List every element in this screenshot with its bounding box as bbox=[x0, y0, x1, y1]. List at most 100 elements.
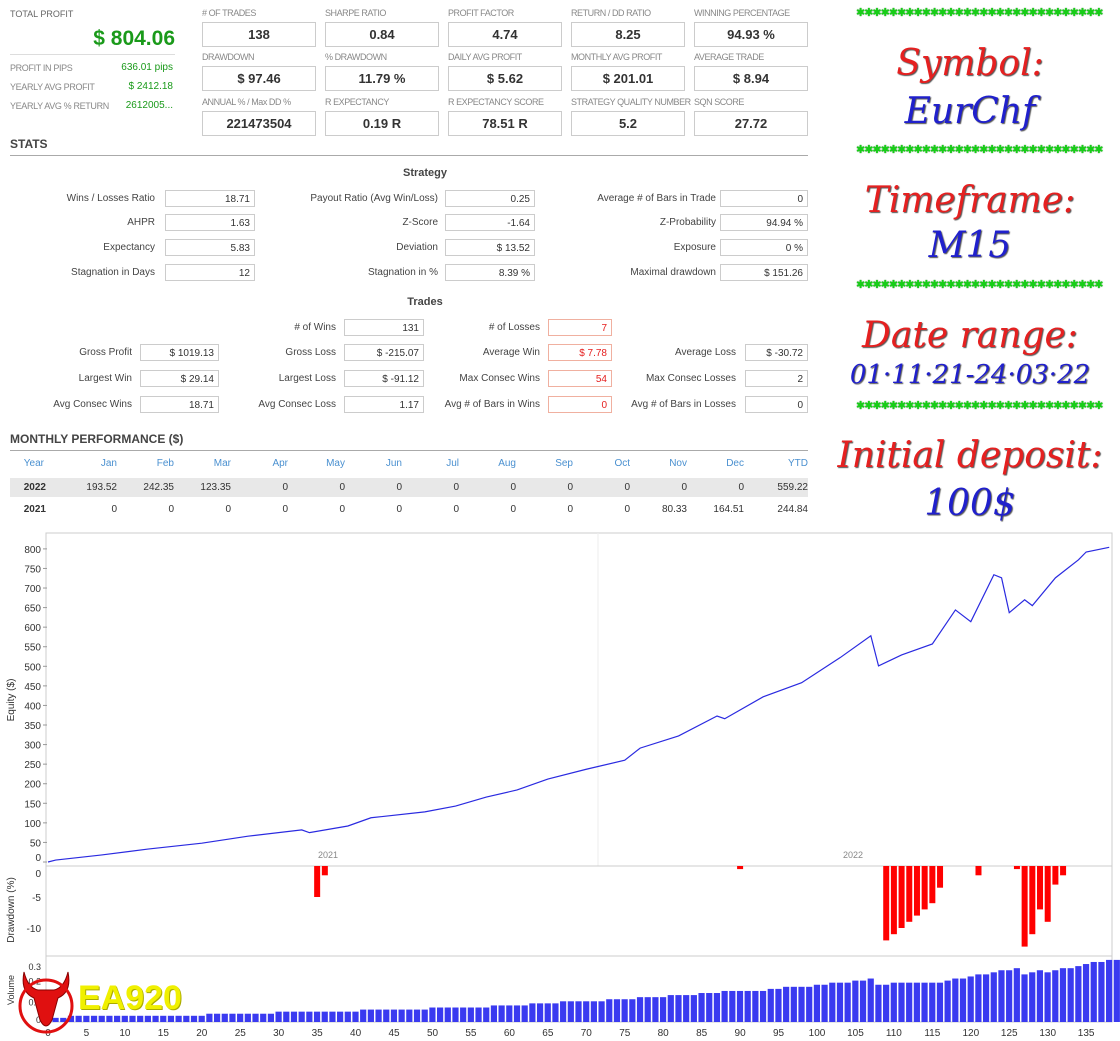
equity-tick-label: 800 bbox=[24, 545, 41, 556]
stat-value: 8.39 % bbox=[445, 264, 535, 281]
trade-stat-value: $ 1019.13 bbox=[140, 344, 219, 361]
volume-bar bbox=[783, 986, 790, 1022]
month-cell: 242.35 bbox=[143, 482, 174, 493]
metric-label: SHARPE RATIO bbox=[325, 8, 386, 18]
x-tick-label: 35 bbox=[312, 1028, 324, 1039]
year-label: 2022 bbox=[843, 850, 863, 860]
metric-value: $ 5.62 bbox=[448, 66, 562, 91]
month-header: Year bbox=[23, 458, 44, 469]
month-header: Mar bbox=[213, 458, 231, 469]
volume-bar bbox=[867, 978, 874, 1022]
volume-bar bbox=[975, 974, 982, 1022]
stat-value: 0 % bbox=[720, 239, 808, 256]
stat-label: Deviation bbox=[396, 242, 438, 253]
equity-plot-area bbox=[45, 532, 1113, 867]
volume-bar bbox=[982, 974, 990, 1022]
metric-label: MONTHLY AVG PROFIT bbox=[571, 52, 662, 62]
volume-bar bbox=[98, 1015, 105, 1022]
volume-bar bbox=[844, 982, 851, 1022]
summary-value: 2612005... bbox=[125, 100, 173, 111]
x-tick-label: 55 bbox=[465, 1028, 477, 1039]
equity-tick-label: 600 bbox=[24, 623, 41, 634]
volume-bar bbox=[114, 1015, 121, 1022]
volume-bar bbox=[298, 1011, 305, 1022]
trade-stat-label: Gross Profit bbox=[79, 347, 132, 358]
drawdown-bar bbox=[737, 866, 744, 870]
month-cell: 0 bbox=[510, 482, 516, 493]
volume-bar bbox=[137, 1015, 144, 1022]
x-tick-label: 20 bbox=[196, 1028, 208, 1039]
volume-bar bbox=[998, 970, 1005, 1022]
x-tick-label: 30 bbox=[273, 1028, 285, 1039]
month-header: Jun bbox=[385, 458, 402, 469]
star-divider: ✱✱✱✱✱✱✱✱✱✱✱✱✱✱✱✱✱✱✱✱✱✱✱✱✱✱✱✱✱✱ bbox=[856, 7, 1104, 19]
volume-bar bbox=[398, 1009, 405, 1022]
volume-bar bbox=[498, 1005, 505, 1022]
trade-stat-label: Max Consec Wins bbox=[459, 373, 540, 384]
x-tick-label: 15 bbox=[158, 1028, 170, 1039]
volume-bar bbox=[406, 1009, 413, 1022]
drawdown-bar bbox=[321, 866, 328, 876]
month-cell: 0 bbox=[681, 482, 687, 493]
volume-bar bbox=[1036, 970, 1044, 1022]
volume-bar bbox=[683, 995, 690, 1022]
month-cell: 0 bbox=[282, 482, 288, 493]
volume-bar bbox=[52, 1017, 59, 1022]
bull-logo-icon bbox=[18, 968, 74, 1036]
x-tick-label: 100 bbox=[809, 1028, 826, 1039]
stats-title: STATS bbox=[10, 137, 48, 151]
volume-bar bbox=[144, 1015, 151, 1022]
equity-tick-label: 550 bbox=[24, 643, 41, 654]
metric-value: 221473504 bbox=[202, 111, 316, 136]
x-tick-label: 75 bbox=[619, 1028, 631, 1039]
month-cell: 0 bbox=[453, 482, 459, 493]
volume-bar bbox=[206, 1013, 213, 1022]
volume-bar bbox=[713, 993, 721, 1022]
volume-bar bbox=[898, 982, 905, 1022]
volume-bar bbox=[290, 1011, 298, 1022]
volume-bar bbox=[175, 1015, 182, 1022]
trade-stat-label: Avg # of Bars in Wins bbox=[444, 399, 540, 410]
trade-stat-label: Largest Loss bbox=[278, 373, 336, 384]
volume-bar bbox=[375, 1009, 382, 1022]
volume-bar bbox=[167, 1015, 175, 1022]
metric-label: WINNING PERCENTAGE bbox=[694, 8, 790, 18]
volume-bar bbox=[690, 995, 697, 1022]
metric-label: AVERAGE TRADE bbox=[694, 52, 764, 62]
volume-bar bbox=[529, 1003, 536, 1022]
volume-bar bbox=[852, 980, 859, 1022]
trade-stat-label: Avg Consec Loss bbox=[258, 399, 336, 410]
volume-bar bbox=[644, 997, 651, 1022]
equity-tick-label: 300 bbox=[24, 741, 41, 752]
volume-bar bbox=[736, 990, 744, 1022]
month-cell: 0 bbox=[453, 504, 459, 515]
volume-bar bbox=[598, 1001, 605, 1022]
volume-bar bbox=[575, 1001, 582, 1022]
metric-value: 94.93 % bbox=[694, 22, 808, 47]
trade-stat-label: Average Win bbox=[482, 347, 540, 358]
drawdown-bar bbox=[1044, 866, 1051, 922]
summary-value: $ 2412.18 bbox=[128, 81, 174, 92]
x-tick-label: 65 bbox=[542, 1028, 554, 1039]
stat-value: 18.71 bbox=[165, 190, 255, 207]
month-cell: 559.22 bbox=[777, 482, 808, 493]
stat-value: $ 151.26 bbox=[720, 264, 808, 281]
x-tick-label: 50 bbox=[427, 1028, 439, 1039]
metric-value: 5.2 bbox=[571, 111, 685, 136]
month-cell: 0 bbox=[396, 504, 402, 515]
month-header: YTD bbox=[788, 458, 808, 469]
drawdown-bar bbox=[314, 866, 321, 897]
month-header: May bbox=[326, 458, 345, 469]
volume-bar bbox=[660, 997, 667, 1022]
volume-bar bbox=[483, 1007, 490, 1022]
x-tick-label: 135 bbox=[1078, 1028, 1095, 1039]
trade-stat-value: 2 bbox=[745, 370, 808, 387]
month-cell: 0 bbox=[738, 482, 744, 493]
volume-bar bbox=[859, 980, 867, 1022]
month-cell: 123.35 bbox=[200, 482, 231, 493]
volume-bar bbox=[198, 1015, 205, 1022]
volume-bar bbox=[75, 1015, 82, 1022]
stat-label: Average # of Bars in Trade bbox=[597, 193, 716, 204]
volume-bar bbox=[337, 1011, 344, 1022]
drawdown-bar bbox=[890, 866, 897, 935]
